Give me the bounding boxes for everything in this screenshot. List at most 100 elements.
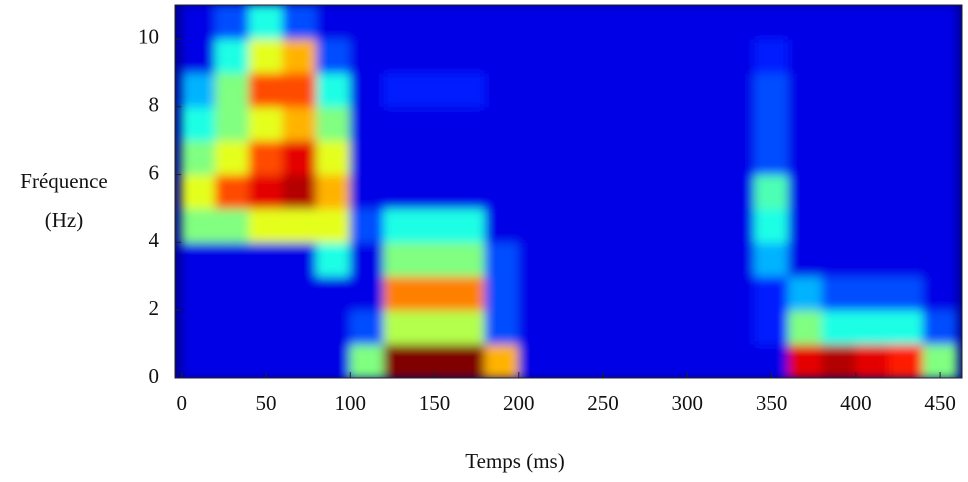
heatmap-cell: [551, 72, 587, 108]
heatmap-cell: [316, 275, 351, 311]
heatmap-cell: [450, 207, 486, 243]
heatmap-cell: [518, 38, 553, 74]
heatmap-cell: [653, 309, 688, 345]
heatmap-cell: [214, 38, 250, 74]
heatmap-cell: [214, 241, 250, 277]
heatmap-cell: [787, 5, 823, 40]
heatmap-cell: [653, 72, 688, 108]
heatmap-cell: [686, 309, 722, 345]
heatmap-cell: [787, 38, 823, 74]
x-tick-label: 50: [256, 391, 277, 415]
heatmap-cell: [316, 72, 351, 108]
heatmap-cell: [551, 241, 587, 277]
heatmap-cell: [821, 140, 857, 176]
heatmap-cell: [619, 5, 655, 40]
heatmap-cell: [518, 275, 553, 311]
heatmap-cell: [383, 5, 419, 40]
heatmap-cell: [855, 275, 891, 311]
heatmap-cell: [450, 174, 486, 209]
heatmap-cell: [922, 140, 958, 176]
y-tick-label: 8: [149, 93, 160, 117]
heatmap-cell: [484, 140, 520, 176]
heatmap-cell: [349, 309, 385, 345]
heatmap-cell: [450, 5, 486, 40]
heatmap-cell: [787, 106, 823, 142]
heatmap-cell: [889, 5, 924, 40]
heatmap-cell: [720, 5, 756, 40]
heatmap-cell: [282, 140, 318, 176]
heatmap-cell: [248, 106, 284, 142]
heatmap-cell: [889, 309, 924, 345]
heatmap-cell: [686, 207, 722, 243]
heatmap-cell: [720, 106, 756, 142]
heatmap-cell: [855, 241, 891, 277]
heatmap-cell: [181, 174, 216, 209]
heatmap-cell: [619, 343, 655, 378]
heatmap-cell: [181, 72, 216, 108]
heatmap-cell: [383, 241, 419, 277]
heatmap-cell: [922, 241, 958, 277]
heatmap-cell: [855, 5, 891, 40]
heatmap-cell: [855, 207, 891, 243]
heatmap-cell: [484, 275, 520, 311]
y-axis-label: (Hz): [45, 208, 83, 232]
heatmap-cell: [383, 174, 419, 209]
heatmap-cell: [889, 207, 924, 243]
heatmap-cell: [214, 174, 250, 209]
heatmap-cell: [282, 106, 318, 142]
heatmap-cell: [821, 309, 857, 345]
heatmap-cell: [316, 207, 351, 243]
heatmap-cell: [821, 275, 857, 311]
heatmap-cell: [855, 38, 891, 74]
heatmap-cell: [922, 207, 958, 243]
heatmap-cell: [349, 241, 385, 277]
heatmap-cell: [518, 207, 553, 243]
heatmap-cell: [787, 241, 823, 277]
heatmap-cell: [383, 343, 419, 378]
heatmap-cell: [383, 207, 419, 243]
heatmap-cell: [585, 140, 621, 176]
heatmap-cell: [686, 140, 722, 176]
heatmap-cell: [754, 5, 789, 40]
heatmap-cell: [349, 106, 385, 142]
heatmap-cell: [417, 140, 452, 176]
heatmap-cell: [855, 140, 891, 176]
heatmap-cell: [316, 343, 351, 378]
heatmap-cell: [754, 207, 789, 243]
heatmap-cell: [518, 241, 553, 277]
heatmap-clip: [181, 5, 958, 378]
heatmap-cell: [181, 38, 216, 74]
heatmap-cell: [248, 241, 284, 277]
heatmap-cell: [383, 275, 419, 311]
y-tick-label: 0: [149, 364, 160, 388]
heatmap-cell: [889, 343, 924, 378]
heatmap-cell: [282, 174, 318, 209]
heatmap-cell: [349, 207, 385, 243]
heatmap-cell: [282, 38, 318, 74]
heatmap-cell: [450, 106, 486, 142]
x-axis-label: Temps (ms): [465, 449, 564, 473]
heatmap-cell: [417, 207, 452, 243]
heatmap-cell: [417, 174, 452, 209]
heatmap-cell: [821, 174, 857, 209]
heatmap-cell: [518, 309, 553, 345]
heatmap-cell: [889, 38, 924, 74]
y-tick-label: 4: [149, 228, 160, 252]
heatmap-cell: [181, 275, 216, 311]
heatmap-cell: [484, 343, 520, 378]
heatmap-cell: [653, 241, 688, 277]
heatmap-cell: [181, 343, 216, 378]
heatmap-cell: [585, 38, 621, 74]
heatmap-cell: [181, 106, 216, 142]
heatmap-cell: [518, 174, 553, 209]
heatmap-cell: [383, 309, 419, 345]
heatmap-cell: [619, 275, 655, 311]
heatmap-cell: [821, 38, 857, 74]
heatmap-cell: [686, 241, 722, 277]
heatmap-cell: [282, 241, 318, 277]
heatmap-cell: [754, 275, 789, 311]
heatmap-cell: [282, 275, 318, 311]
heatmap-cell: [214, 72, 250, 108]
heatmap-cell: [484, 174, 520, 209]
